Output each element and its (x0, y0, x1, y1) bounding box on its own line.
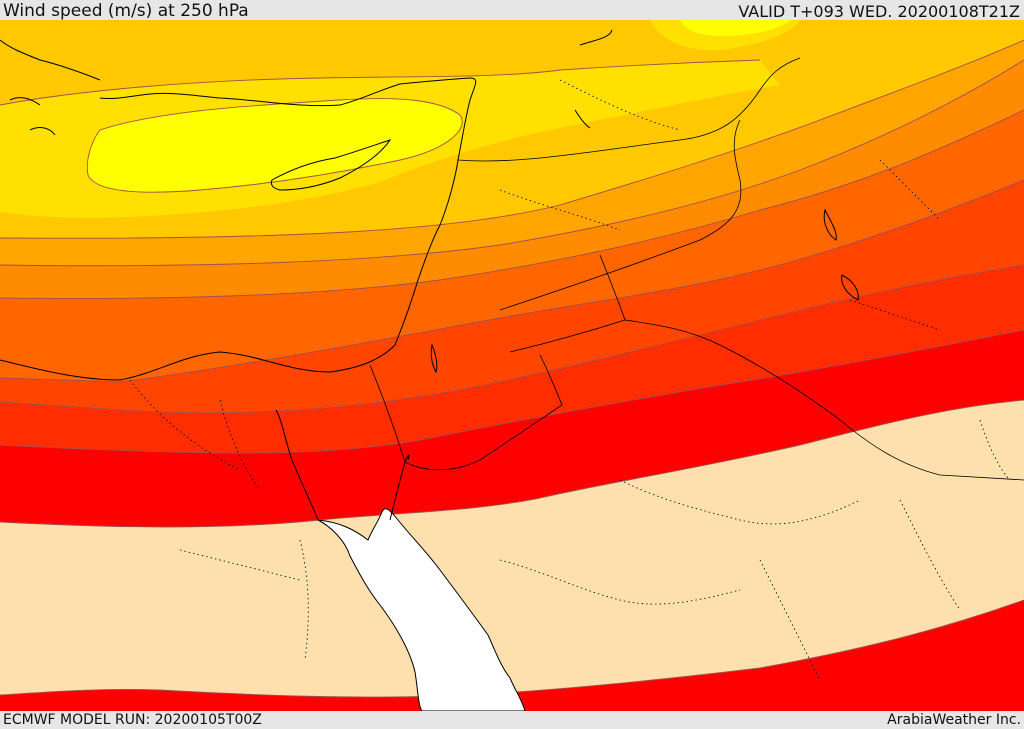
wind-speed-map (0, 20, 1024, 711)
dead-sea (430, 343, 438, 374)
valid-time: VALID T+093 WED. 20200108T21Z (738, 2, 1020, 21)
gulf-of-suez (275, 409, 319, 521)
persian-gulf-islands (823, 208, 859, 301)
wind-speed-bands (0, 20, 1024, 711)
aegean-islands (0, 39, 101, 136)
province-boundaries (129, 79, 1011, 681)
footer-bar: ECMWF MODEL RUN: 20200105T00Z ArabiaWeat… (0, 711, 1024, 729)
red-zone-south (0, 600, 1024, 711)
red-sea (317, 508, 526, 711)
cyprus (270, 139, 392, 191)
model-run: ECMWF MODEL RUN: 20200105T00Z (3, 712, 262, 728)
country-borders (369, 57, 1024, 481)
credit-label: ArabiaWeather Inc. (887, 712, 1021, 728)
contour-lines (0, 39, 1024, 698)
map-title: Wind speed (m/s) at 250 hPa (3, 1, 249, 21)
lake-van-area (574, 29, 613, 129)
header-bar: Wind speed (m/s) at 250 hPa VALID T+093 … (0, 0, 1024, 21)
calm-zone (0, 400, 1024, 698)
band-bright-yellow (87, 98, 463, 193)
band-bright-yellow-north (680, 20, 790, 36)
